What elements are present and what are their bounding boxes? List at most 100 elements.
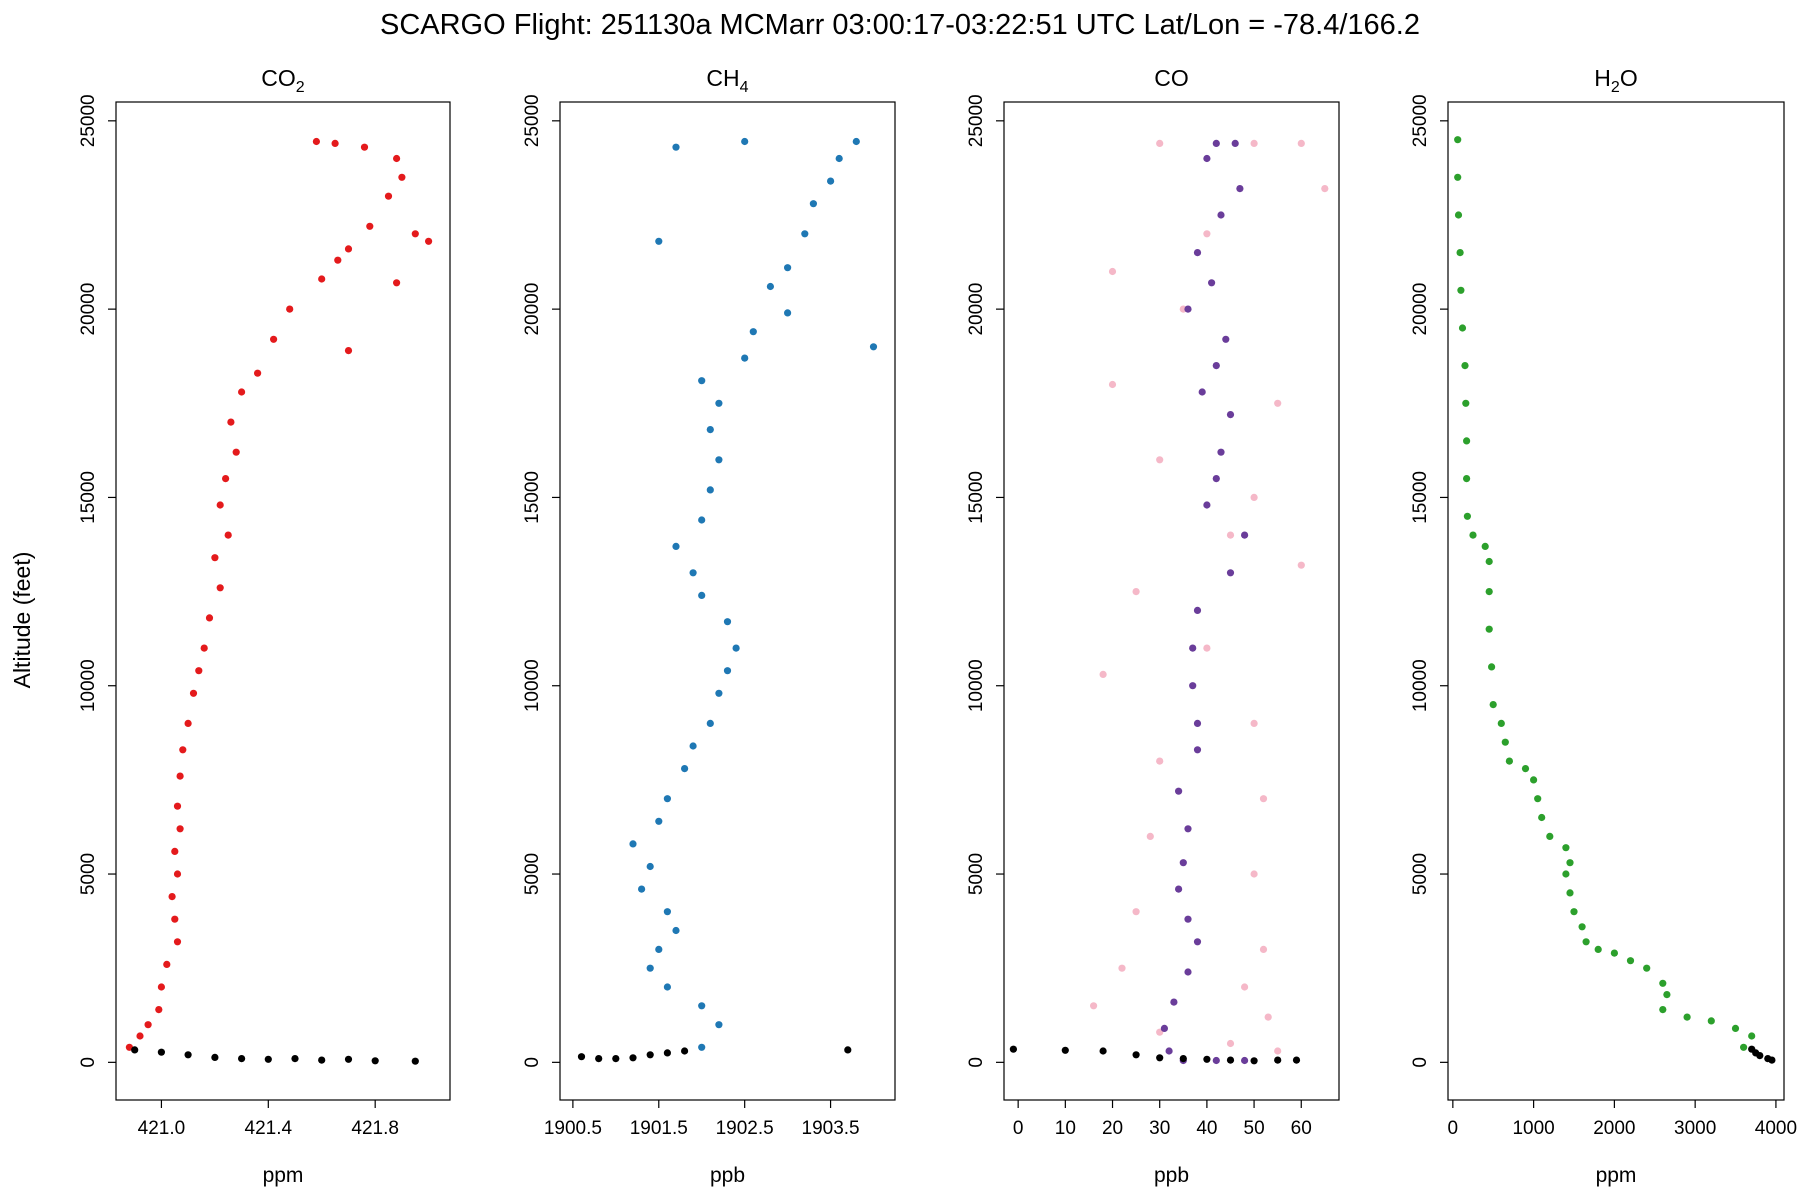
data-point bbox=[1203, 230, 1211, 238]
data-point bbox=[646, 964, 654, 972]
x-tick-label: 10 bbox=[1055, 1118, 1076, 1139]
y-tick-label: 20000 bbox=[966, 283, 987, 336]
panel-1: CO2 421.0 421.4 421.8 ppm 0 5000 10000 15000 2000… bbox=[78, 65, 451, 1187]
data-point bbox=[706, 719, 714, 728]
series-2 bbox=[1748, 1045, 1776, 1064]
data-point bbox=[1193, 606, 1202, 615]
y-tick-label: 15000 bbox=[522, 471, 543, 524]
data-point bbox=[1485, 625, 1493, 633]
y-axis-label: Altitude (feet) bbox=[9, 552, 35, 689]
data-point bbox=[1132, 908, 1140, 916]
data-point bbox=[200, 644, 208, 652]
data-point bbox=[366, 222, 374, 230]
data-point bbox=[1217, 448, 1225, 456]
data-point bbox=[1454, 136, 1462, 144]
data-point bbox=[1521, 765, 1530, 773]
data-point bbox=[222, 475, 230, 483]
data-point bbox=[732, 644, 740, 652]
data-point bbox=[254, 369, 262, 377]
data-point bbox=[629, 1054, 637, 1062]
data-point bbox=[1570, 908, 1578, 916]
data-point bbox=[672, 143, 680, 151]
y-tick-label: 10000 bbox=[78, 659, 99, 712]
data-point bbox=[698, 377, 706, 385]
data-point bbox=[371, 1057, 379, 1065]
data-point bbox=[1643, 964, 1651, 972]
data-point bbox=[1458, 324, 1467, 332]
data-point bbox=[1297, 561, 1305, 569]
data-point bbox=[655, 237, 663, 245]
data-point bbox=[689, 742, 697, 750]
data-point bbox=[698, 1002, 706, 1010]
data-point bbox=[1297, 139, 1305, 147]
data-point bbox=[393, 154, 401, 163]
x-tick-label: 1902.5 bbox=[716, 1118, 774, 1139]
data-point bbox=[1566, 859, 1574, 867]
data-point bbox=[1222, 335, 1230, 343]
data-point bbox=[1189, 644, 1197, 652]
data-point bbox=[168, 893, 176, 901]
data-point bbox=[715, 399, 723, 407]
data-point bbox=[1184, 825, 1192, 833]
panel-3: CO 0 10 20 30 40 50 60 ppb 0 5000 10000 15000 20000 25… bbox=[966, 65, 1340, 1187]
data-point bbox=[1748, 1032, 1756, 1040]
data-point bbox=[411, 230, 419, 238]
data-point bbox=[1259, 945, 1268, 954]
x-tick-label: 1901.5 bbox=[630, 1118, 688, 1139]
y-tick-label: 15000 bbox=[966, 471, 987, 524]
data-point bbox=[1226, 569, 1235, 577]
data-point bbox=[835, 154, 843, 163]
y-tick-label: 5000 bbox=[522, 853, 543, 895]
data-point bbox=[179, 746, 187, 754]
data-point bbox=[646, 862, 654, 871]
data-point bbox=[425, 237, 433, 245]
data-point bbox=[681, 1047, 689, 1055]
data-point bbox=[1241, 983, 1249, 991]
data-point bbox=[1132, 588, 1140, 596]
data-point bbox=[1756, 1052, 1764, 1060]
data-point bbox=[312, 137, 320, 146]
data-point bbox=[238, 388, 246, 396]
data-point bbox=[1108, 380, 1117, 389]
data-point bbox=[1659, 1006, 1667, 1014]
data-point bbox=[1203, 154, 1211, 163]
y-tick-label: 25000 bbox=[966, 94, 987, 147]
data-point bbox=[672, 926, 680, 935]
data-point bbox=[171, 847, 179, 856]
data-point bbox=[1193, 938, 1202, 946]
data-point bbox=[232, 448, 240, 456]
x-tick-label: 421.8 bbox=[351, 1118, 399, 1139]
y-tick-label: 25000 bbox=[78, 94, 99, 147]
data-point bbox=[1212, 139, 1220, 147]
data-point bbox=[1108, 267, 1117, 276]
data-point bbox=[1156, 757, 1164, 765]
data-point bbox=[1485, 557, 1493, 566]
panel-title: H2O bbox=[1594, 65, 1637, 96]
series-2 bbox=[577, 1046, 852, 1063]
data-point bbox=[1198, 388, 1206, 396]
data-point bbox=[189, 689, 198, 697]
data-point bbox=[1184, 915, 1192, 923]
data-point bbox=[157, 1048, 165, 1056]
data-point bbox=[801, 230, 809, 238]
series-1 bbox=[1090, 139, 1329, 1055]
data-point bbox=[1274, 1047, 1282, 1055]
data-point bbox=[1274, 399, 1282, 407]
data-point bbox=[749, 328, 757, 336]
data-point bbox=[384, 192, 393, 200]
data-point bbox=[663, 983, 672, 991]
data-point bbox=[698, 1043, 706, 1051]
data-point bbox=[270, 335, 278, 343]
data-point bbox=[334, 256, 342, 264]
data-point bbox=[1250, 870, 1258, 878]
data-point bbox=[809, 200, 818, 208]
series-2 bbox=[131, 1046, 419, 1065]
x-tick-label: 40 bbox=[1196, 1118, 1217, 1139]
data-point bbox=[344, 347, 353, 355]
data-point bbox=[1485, 588, 1493, 596]
data-point bbox=[360, 143, 369, 151]
data-point bbox=[706, 486, 714, 494]
data-point bbox=[1203, 501, 1211, 509]
data-point bbox=[211, 554, 219, 562]
data-point bbox=[1481, 542, 1489, 551]
